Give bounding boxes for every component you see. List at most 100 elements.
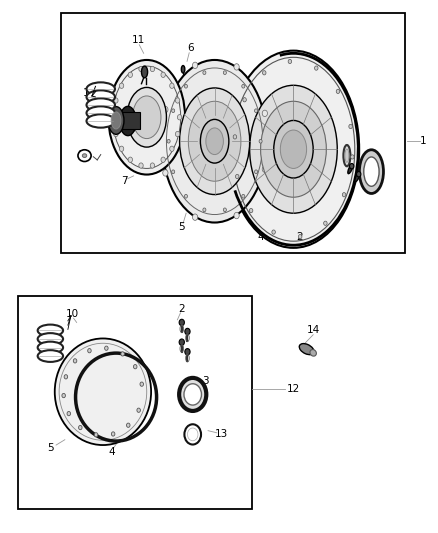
Ellipse shape <box>357 172 361 177</box>
Text: 7: 7 <box>121 176 128 186</box>
Text: 10: 10 <box>66 310 79 319</box>
Text: 2: 2 <box>297 232 304 241</box>
Ellipse shape <box>250 85 337 213</box>
Ellipse shape <box>128 157 132 163</box>
Ellipse shape <box>163 169 168 176</box>
Ellipse shape <box>262 166 268 172</box>
Ellipse shape <box>184 384 201 405</box>
Ellipse shape <box>127 423 130 427</box>
Text: 3: 3 <box>202 376 209 386</box>
Ellipse shape <box>288 59 292 63</box>
Text: 11: 11 <box>131 35 145 45</box>
Ellipse shape <box>355 172 360 182</box>
Ellipse shape <box>180 88 250 195</box>
Ellipse shape <box>203 71 206 75</box>
Ellipse shape <box>185 328 190 335</box>
Text: 14: 14 <box>307 326 320 335</box>
Ellipse shape <box>150 66 155 71</box>
Ellipse shape <box>345 149 349 163</box>
Ellipse shape <box>38 325 63 336</box>
Ellipse shape <box>163 107 168 113</box>
Ellipse shape <box>120 146 124 151</box>
Text: 13: 13 <box>215 430 228 439</box>
Ellipse shape <box>223 208 226 212</box>
Ellipse shape <box>192 214 198 220</box>
Ellipse shape <box>254 109 258 112</box>
Ellipse shape <box>105 346 108 350</box>
Ellipse shape <box>324 221 327 225</box>
Ellipse shape <box>181 66 185 73</box>
Ellipse shape <box>343 192 346 197</box>
Ellipse shape <box>184 195 187 198</box>
Ellipse shape <box>128 72 132 77</box>
Ellipse shape <box>162 60 267 223</box>
Ellipse shape <box>349 124 352 128</box>
Ellipse shape <box>259 140 262 143</box>
Ellipse shape <box>150 163 155 168</box>
Ellipse shape <box>175 98 180 103</box>
Ellipse shape <box>262 110 268 117</box>
Ellipse shape <box>179 339 184 345</box>
Ellipse shape <box>38 333 63 345</box>
Ellipse shape <box>140 382 144 386</box>
Ellipse shape <box>141 66 148 78</box>
Ellipse shape <box>64 375 67 379</box>
Ellipse shape <box>234 212 239 219</box>
Ellipse shape <box>114 131 118 136</box>
Ellipse shape <box>87 115 115 128</box>
Ellipse shape <box>88 349 91 353</box>
Ellipse shape <box>170 146 174 151</box>
Ellipse shape <box>310 350 316 356</box>
Ellipse shape <box>172 170 175 174</box>
Text: 9: 9 <box>323 131 330 141</box>
Ellipse shape <box>121 352 124 356</box>
Ellipse shape <box>87 82 115 96</box>
Text: 1: 1 <box>419 136 426 146</box>
Ellipse shape <box>167 140 170 143</box>
Ellipse shape <box>233 135 237 139</box>
Ellipse shape <box>184 424 201 445</box>
Ellipse shape <box>262 71 266 75</box>
Polygon shape <box>116 112 140 129</box>
Text: 4: 4 <box>257 232 264 241</box>
Ellipse shape <box>203 208 206 212</box>
Ellipse shape <box>132 125 135 131</box>
Ellipse shape <box>343 145 350 166</box>
Ellipse shape <box>236 174 239 179</box>
Ellipse shape <box>38 342 63 353</box>
Ellipse shape <box>120 106 136 136</box>
Ellipse shape <box>62 393 65 398</box>
Ellipse shape <box>73 359 77 363</box>
Ellipse shape <box>228 51 359 248</box>
Ellipse shape <box>280 130 307 168</box>
Ellipse shape <box>134 365 137 369</box>
Ellipse shape <box>112 115 116 120</box>
Bar <box>18 296 252 509</box>
Ellipse shape <box>161 157 166 163</box>
Ellipse shape <box>242 195 245 198</box>
Ellipse shape <box>350 164 354 169</box>
Ellipse shape <box>234 64 239 70</box>
Ellipse shape <box>82 154 87 158</box>
Ellipse shape <box>185 349 190 355</box>
Ellipse shape <box>87 98 115 112</box>
Ellipse shape <box>261 101 326 197</box>
Text: 4: 4 <box>108 447 115 457</box>
Ellipse shape <box>350 155 354 159</box>
Ellipse shape <box>274 120 313 178</box>
Ellipse shape <box>111 432 115 436</box>
Ellipse shape <box>188 101 241 181</box>
Ellipse shape <box>243 98 246 102</box>
Ellipse shape <box>132 96 161 139</box>
Bar <box>61 13 405 253</box>
Text: 8: 8 <box>78 150 85 159</box>
Ellipse shape <box>67 411 71 416</box>
Ellipse shape <box>206 128 223 155</box>
Ellipse shape <box>127 87 166 147</box>
Ellipse shape <box>137 408 141 413</box>
Ellipse shape <box>87 107 115 120</box>
Ellipse shape <box>249 208 253 213</box>
Ellipse shape <box>120 83 124 88</box>
Ellipse shape <box>114 98 118 103</box>
Ellipse shape <box>108 107 124 134</box>
